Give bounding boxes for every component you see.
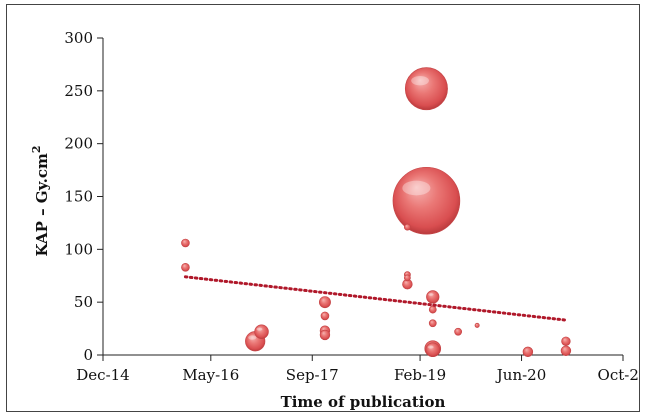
data-bubble [320,311,330,321]
data-bubble [318,296,331,309]
x-axis-ticks: Dec-14 May-16 Sep-17 Feb-19 Jun-20 Oct-21 [76,355,648,384]
bubble-highlight [411,76,429,86]
y-tick-label: 250 [64,82,93,100]
data-bubble [428,305,437,314]
data-bubble [522,346,534,358]
bubble-highlight [256,327,263,331]
data-bubble [428,319,437,328]
bubble-highlight [427,345,434,349]
y-tick-label: 50 [74,293,93,311]
data-bubble [403,274,411,282]
y-tick-label: 150 [64,188,93,206]
trendline-group [183,275,568,322]
chart-frame: 0 50 100 150 200 250 300 Dec-14 May-16 Sep-17 Feb… [6,4,648,412]
data-bubble [474,322,480,328]
y-tick-label: 0 [83,346,93,364]
data-bubble [319,329,331,341]
data-bubble [181,238,190,248]
data-bubble [425,342,440,357]
y-axis-title-superscript: 2 [30,146,43,154]
y-tick-label: 300 [64,29,93,47]
y-axis-title-text: KAP – Gy.cm [33,153,51,256]
data-bubble [560,345,572,356]
bubble-highlight [428,293,434,296]
y-tick-label: 100 [64,240,93,258]
bubble-chart: 0 50 100 150 200 250 300 Dec-14 May-16 Sep-17 Feb… [30,29,648,411]
x-tick-label: Jun-20 [495,366,547,384]
x-tick-label: Sep-17 [286,366,339,384]
y-tick-label: 200 [64,135,93,153]
data-bubble [181,262,190,272]
trendline [183,275,568,322]
x-tick-label: Oct-21 [598,366,639,384]
data-bubble [403,223,411,231]
data-bubbles [181,67,572,358]
x-axis-title: Time of publication [281,393,446,411]
data-bubble [454,327,462,336]
bubble-highlight [402,180,431,196]
data-bubble [404,67,448,111]
data-bubble [254,324,269,339]
y-axis-ticks: 0 50 100 150 200 250 300 [64,29,103,364]
data-bubble [561,336,571,346]
data-bubble [426,290,440,304]
data-bubble [392,166,461,235]
x-tick-label: Dec-14 [76,366,129,384]
bubble-highlight [248,335,257,340]
x-tick-label: May-16 [182,366,239,384]
x-tick-label: Feb-19 [394,366,446,384]
y-axis-title: KAP – Gy.cm2 [30,146,51,257]
